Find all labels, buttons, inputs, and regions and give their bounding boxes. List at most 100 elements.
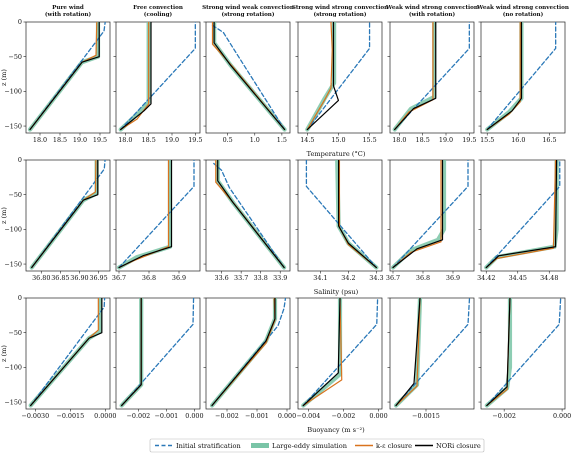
series-line-nori — [120, 298, 142, 407]
xlabel-buoyancy: Buoyancy (m s⁻²) — [307, 426, 365, 434]
x-tick-label: 18.0 — [118, 136, 132, 144]
series-line-initial — [120, 22, 196, 131]
series-line-nori — [485, 160, 558, 269]
series-line-nori — [338, 160, 377, 269]
x-tick-label: 36.90 — [70, 274, 88, 282]
legend-frame — [149, 438, 485, 453]
series-line-initial — [485, 160, 561, 269]
panel-frame — [115, 297, 201, 410]
x-tick-label: 0.000 — [369, 412, 387, 420]
series-line-nori — [118, 160, 173, 269]
y-tick-label: −100 — [4, 88, 22, 96]
y-tick-label: 0 — [18, 18, 22, 26]
y-tick-label: −50 — [9, 191, 23, 199]
x-tick-label: 33.6 — [215, 274, 229, 282]
x-tick-label: 19.5 — [462, 136, 476, 144]
x-tick-label: 18.0 — [33, 136, 47, 144]
x-tick-label: 36.8 — [142, 274, 156, 282]
xlabel-salinity: Salinity (psu) — [314, 288, 359, 296]
x-tick-label: 1.0 — [250, 136, 260, 144]
column-titles: Pure wind(with rotation) Free convection (… — [45, 5, 569, 18]
x-tick-label: 15.5 — [362, 136, 376, 144]
x-tick-label: 18.5 — [53, 136, 67, 144]
panel: 33.6 33.7 33.8 33.9 — [203, 159, 291, 282]
x-tick-label: 0.5 — [223, 136, 233, 144]
x-tick-label: −0.001 — [245, 412, 269, 420]
x-tick-label: 18.5 — [142, 136, 156, 144]
series-line-initial — [395, 298, 471, 407]
x-tick-label: 18.0 — [392, 136, 406, 144]
x-tick-label: 15.5 — [480, 136, 494, 144]
x-tick-label: 16.5 — [542, 136, 556, 144]
panel: 36.7 36.8 36.9 — [112, 159, 201, 282]
column-title: Pure wind — [52, 5, 84, 11]
y-tick-label: −100 — [4, 364, 22, 372]
x-tick-label: 0.000 — [185, 412, 203, 420]
xlabel-temperature: Temperature (°C) — [307, 150, 366, 158]
panel: 36.7 36.8 36.9 — [386, 159, 475, 282]
y-axis-labels: z (m) z (m) z (m) — [0, 69, 8, 362]
x-tick-label: −0.001 — [155, 412, 179, 420]
legend-label-keps: k-ε closure — [376, 442, 412, 450]
series-line-initial — [211, 24, 286, 131]
x-tick-label: 0.000 — [278, 412, 296, 420]
x-tick-label: 36.95 — [89, 274, 107, 282]
x-tick-label: 15.0 — [331, 136, 345, 144]
panel: 18.0 18.5 19.0 19.5 — [387, 21, 476, 144]
x-tick-label: 36.9 — [172, 274, 186, 282]
ylabel: z (m) — [0, 207, 8, 224]
x-tick-label: 34.48 — [540, 274, 558, 282]
x-tick-label: 1.5 — [277, 136, 287, 144]
x-tick-label: −0.002 — [215, 412, 239, 420]
panel-frame — [389, 297, 475, 410]
x-tick-label: −0.002 — [492, 412, 516, 420]
column-title: Strong wind strong convection — [292, 5, 388, 11]
panel-frame — [205, 21, 291, 134]
x-tick-label: 34.1 — [313, 274, 327, 282]
x-tick-label: 0.000 — [553, 412, 571, 420]
panel-frame — [297, 21, 383, 134]
panel: −150 −100 −50 0 −0.0030 −0.0015 0.0000 — [4, 294, 116, 420]
series-line-initial — [30, 298, 106, 407]
panel-frame — [389, 159, 475, 272]
panel: −150 −100 −50 0 18.0 18.5 19.0 19.5 — [4, 18, 111, 144]
series-line-initial — [486, 22, 557, 131]
series-line-nori — [486, 298, 511, 407]
series-line-keps — [306, 22, 333, 131]
panel-frame — [115, 21, 201, 134]
series-line-initial — [392, 160, 469, 269]
column-title: Strong wind weak convection — [202, 5, 294, 11]
x-tick-label: 19.5 — [93, 136, 107, 144]
x-tick-label: 33.8 — [254, 274, 268, 282]
column-title: (strong rotation) — [221, 11, 274, 18]
panel-frame — [480, 297, 566, 410]
x-tick-label: 36.85 — [51, 274, 69, 282]
ylabel: z (m) — [0, 69, 8, 86]
series-line-les — [390, 160, 447, 270]
column-title: Free convection — [133, 5, 183, 11]
column-title: (strong rotation) — [313, 11, 366, 18]
x-tick-label: 19.5 — [188, 136, 202, 144]
x-tick-label: 36.80 — [32, 274, 50, 282]
x-tick-label: −0.002 — [332, 412, 356, 420]
y-tick-label: −150 — [4, 260, 22, 268]
panel: 34.1 34.2 34.3 — [295, 159, 384, 282]
series-line-nori — [30, 298, 103, 407]
legend-label-initial: Initial stratification — [176, 442, 241, 450]
panel: −0.002 −0.001 0.000 — [113, 297, 204, 420]
x-tick-label: −0.0030 — [21, 412, 49, 420]
x-tick-label: 34.45 — [509, 274, 527, 282]
x-tick-label: 19.0 — [439, 136, 453, 144]
y-tick-label: −150 — [4, 122, 22, 130]
panel: 34.42 34.45 34.48 — [477, 159, 566, 282]
y-tick-label: −50 — [9, 53, 23, 61]
x-tick-label: 34.2 — [341, 274, 355, 282]
series-line-nori — [392, 160, 444, 269]
x-tick-label: 19.0 — [165, 136, 179, 144]
y-tick-label: −100 — [4, 226, 22, 234]
panel: −0.004 −0.002 0.000 — [295, 297, 388, 420]
series-line-initial — [120, 298, 195, 407]
series-line-keps — [395, 298, 421, 407]
x-tick-label: 36.7 — [112, 274, 126, 282]
column-title: (with rotation) — [45, 11, 92, 18]
